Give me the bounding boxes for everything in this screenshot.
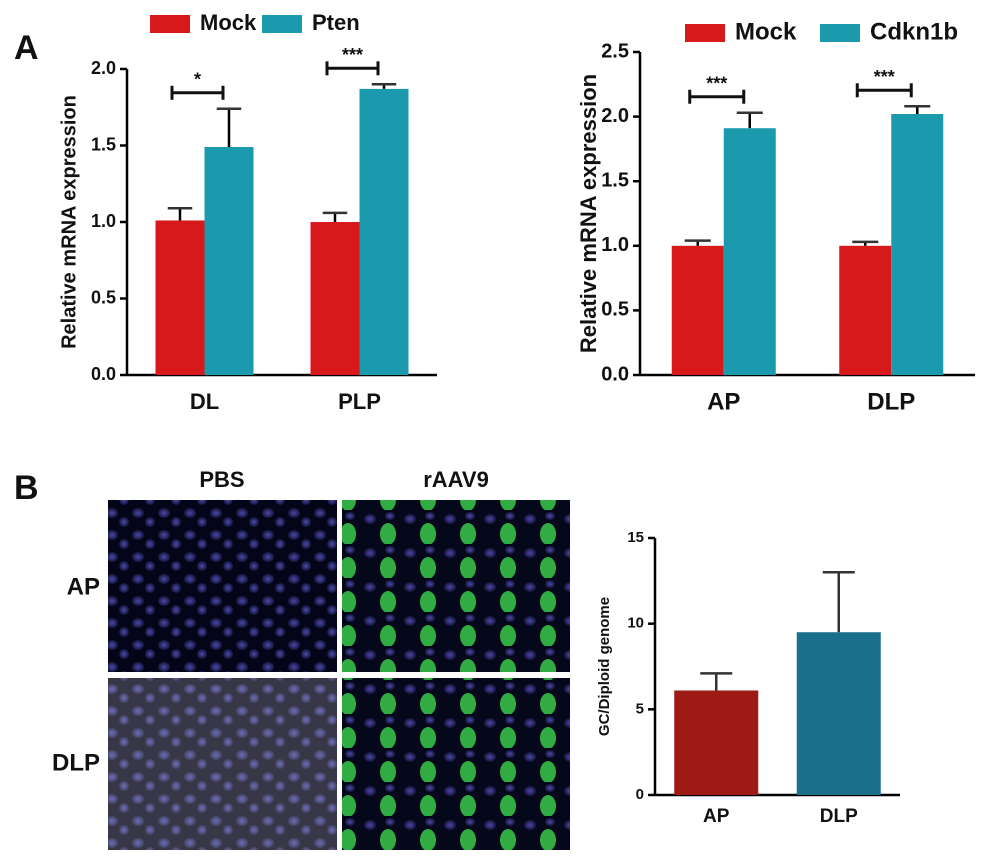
x-tick-label: AP — [707, 388, 740, 415]
micrograph — [108, 500, 337, 672]
legend-label: Pten — [312, 10, 360, 35]
panel-label: B — [14, 469, 39, 507]
significance-label: *** — [706, 73, 727, 93]
micrograph — [108, 678, 337, 850]
micrograph — [342, 678, 570, 850]
column-label: PBS — [199, 467, 244, 492]
bar — [796, 632, 881, 795]
x-tick-label: PLP — [338, 389, 381, 414]
y-tick-label: 2.5 — [601, 40, 629, 62]
x-tick-label: DLP — [820, 806, 858, 827]
bar — [310, 222, 360, 375]
significance-label: *** — [342, 45, 363, 65]
bar — [674, 690, 759, 795]
bar — [723, 128, 776, 375]
y-axis-label: Relative mRNA expression — [58, 95, 80, 349]
y-tick-label: 0.0 — [91, 364, 116, 384]
micrograph — [342, 500, 570, 672]
bar — [671, 245, 724, 375]
y-tick-label: 10 — [627, 615, 644, 632]
legend-swatch — [685, 24, 725, 42]
y-tick-label: 0.5 — [91, 287, 116, 307]
legend-label: Mock — [200, 10, 257, 35]
bar — [891, 114, 944, 376]
y-tick-label: 1.5 — [91, 134, 116, 154]
y-tick-label: 2.0 — [91, 58, 116, 78]
y-tick-label: 1.0 — [91, 211, 116, 231]
y-tick-label: 2.0 — [601, 105, 629, 127]
column-label: rAAV9 — [423, 467, 489, 492]
y-axis-label: GC/Diploid genome — [596, 597, 613, 736]
y-axis-label: Relative mRNA expression — [576, 74, 601, 353]
bar — [204, 147, 254, 375]
legend-swatch — [150, 15, 190, 33]
x-tick-label: DL — [190, 389, 219, 414]
panel-label: A — [14, 29, 39, 67]
y-tick-label: 0.0 — [601, 363, 629, 385]
y-tick-label: 1.0 — [601, 234, 629, 256]
y-tick-label: 0 — [636, 786, 644, 803]
row-label: DLP — [52, 749, 100, 776]
legend-label: Cdkn1b — [870, 18, 958, 45]
significance-label: * — [194, 70, 201, 90]
y-tick-label: 15 — [627, 529, 644, 546]
legend-swatch — [262, 15, 302, 33]
x-tick-label: AP — [703, 806, 730, 827]
significance-label: *** — [874, 67, 895, 87]
bar — [155, 220, 205, 375]
x-tick-label: DLP — [867, 388, 915, 415]
legend-label: Mock — [735, 18, 797, 45]
y-tick-label: 0.5 — [601, 299, 629, 321]
y-tick-label: 1.5 — [601, 169, 629, 191]
bar — [359, 88, 409, 375]
legend-swatch — [820, 24, 860, 42]
y-tick-label: 5 — [636, 700, 644, 717]
bar — [839, 245, 892, 375]
row-label: AP — [67, 573, 100, 600]
